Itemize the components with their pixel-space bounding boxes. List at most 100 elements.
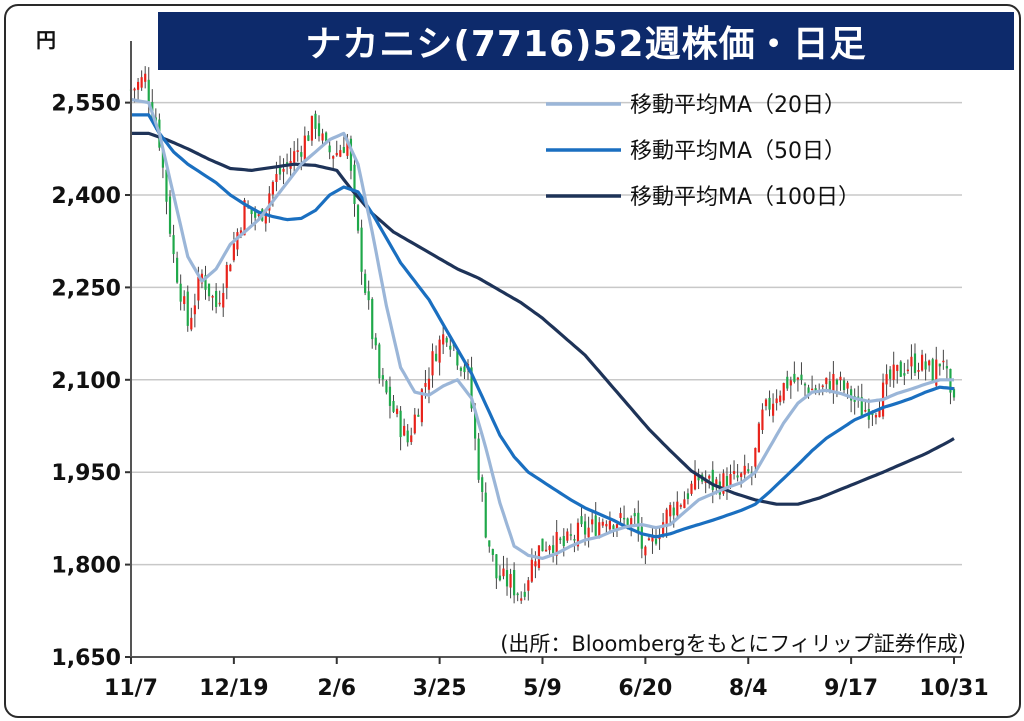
candle-up [275,174,278,183]
candle-down [172,235,175,255]
candle-up [442,334,445,345]
candle-up [190,317,193,330]
candle-up [920,354,924,371]
candle-down [842,380,846,391]
candle-up [917,370,920,372]
candle-down [325,132,328,143]
candle-down [786,376,789,389]
legend-label-ma20: 移動平均MA（20日） [630,93,846,118]
candle-up [743,465,746,475]
candle-down [388,386,392,406]
candle-down [622,517,626,520]
candle-down [871,413,874,415]
candle-down [342,147,345,153]
candle-up [825,377,828,385]
candle-down [725,476,729,491]
candle-up [662,522,665,537]
candle-down [523,591,526,597]
ma20-line [130,97,954,560]
candle-down [470,367,473,409]
candle-down [176,257,179,283]
candle-up [424,383,427,387]
candle-up [193,305,196,315]
grid-lines [131,101,962,566]
candle-down [828,381,831,392]
candle-up [598,522,601,537]
candle-down [583,521,587,535]
candle-up [615,524,619,529]
candle-up [303,135,306,162]
candle-up [910,356,913,367]
candle-down [903,373,906,376]
candle-up [548,546,551,551]
candle-up [669,504,672,517]
legend-label-ma100: 移動平均MA（100日） [630,185,860,210]
candle-down [328,145,331,153]
candle-down [505,570,509,587]
candle-up [271,181,274,195]
candle-down [459,367,463,371]
candle-down [367,291,370,301]
candle-down [204,275,207,290]
candle-down [186,291,189,326]
candle-up [293,151,296,163]
x-tick-label: 9/17 [824,676,878,701]
x-tick-label: 8/4 [729,676,768,701]
x-tick-label: 2/6 [317,676,356,701]
candle-down [889,369,892,379]
candle-down [807,387,810,395]
x-tick-label: 3/25 [413,676,467,701]
candle-down [371,298,374,340]
candle-up [704,481,707,483]
candle-up [527,580,530,591]
candle-down [686,493,690,499]
candle-down [392,400,395,412]
candle-down [445,337,448,343]
candle-up [239,230,243,235]
candle-up [268,193,271,211]
candle-up [310,115,314,141]
candle-up [647,538,651,541]
candle-down [474,409,477,439]
axes: 2,550 2,400 2,250 2,100 1,950 1,800 1,650 11/7 1… [51,41,989,701]
candle-up [605,523,608,527]
candle-down [399,410,402,438]
candle-down [569,534,572,536]
candle-up [679,505,682,507]
candle-up [839,376,842,381]
candle-up [892,364,895,380]
candle-up [431,351,434,376]
candle-up [775,398,778,404]
candle-up [229,264,232,272]
candle-up [878,410,881,418]
x-tick-label: 11/7 [104,676,158,701]
candle-up [410,435,413,443]
candle-down [541,538,544,552]
candle-up [928,360,931,366]
candle-up [232,243,235,261]
candle-up [555,531,558,556]
candle-down [559,538,562,541]
candle-down [626,518,629,528]
candle-up [864,410,867,412]
candle-down [857,396,860,399]
y-tick-label: 2,250 [51,276,121,301]
candle-down [168,196,172,234]
candle-down [353,164,356,204]
y-tick-label: 1,800 [51,554,121,579]
candle-up [771,403,775,416]
candle-up [257,214,260,216]
legend-label-ma50: 移動平均MA（50日） [630,139,846,164]
candle-up [732,471,736,474]
candle-up [420,389,423,423]
candle-up [608,520,611,530]
candle-up [197,276,200,301]
candle-up [846,382,849,389]
candle-up [183,296,186,304]
y-axis-unit-label: 円 [36,28,56,52]
candle-up [782,383,785,401]
candle-down [161,149,165,168]
candle-up [690,483,693,494]
moving-averages [130,97,955,560]
candle-down [463,366,466,373]
